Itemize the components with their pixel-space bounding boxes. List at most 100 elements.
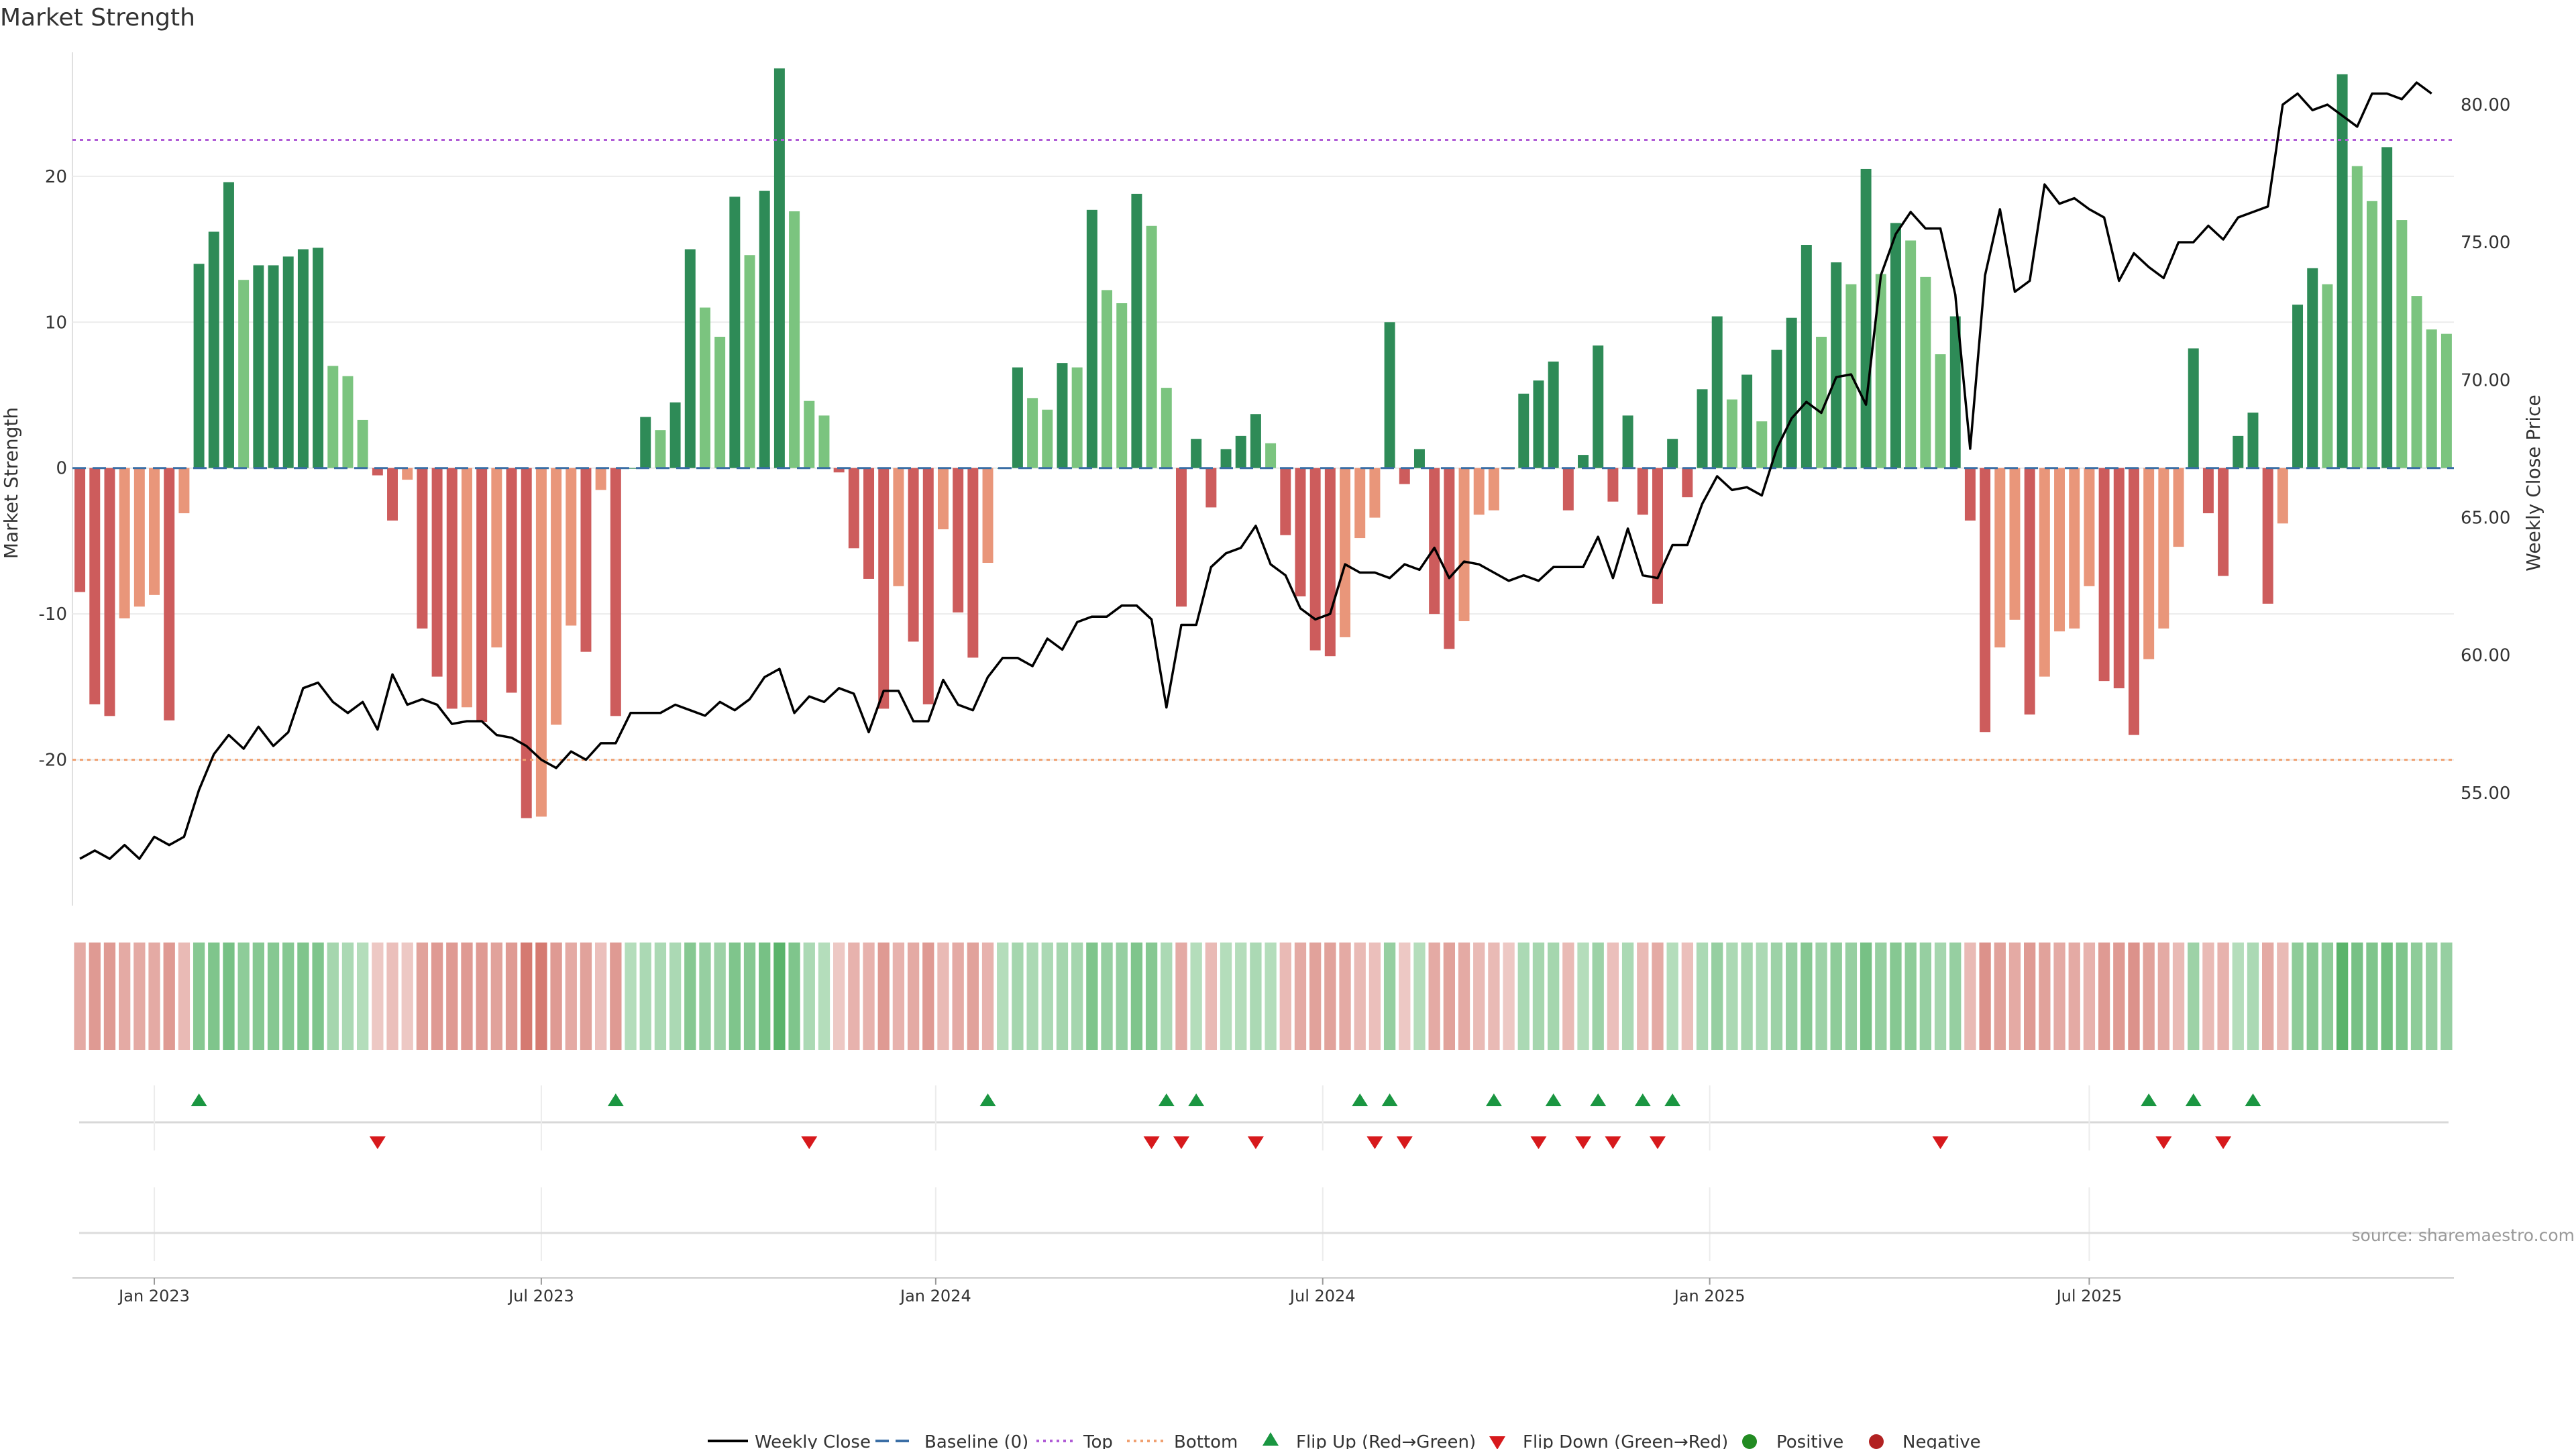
strength-bar — [2426, 329, 2437, 468]
x-tick-label: Jul 2023 — [507, 1287, 574, 1305]
y-axis-label: Market Strength — [0, 407, 22, 559]
strength-bar — [446, 468, 458, 709]
heat-strip-cell — [1845, 943, 1858, 1050]
x-tick-label: Jul 2024 — [1289, 1287, 1356, 1305]
strength-bar — [253, 265, 264, 468]
heat-strip-cell — [1994, 943, 2006, 1050]
y2-tick-label: 60.00 — [2461, 646, 2510, 666]
heat-strip-cell — [2098, 943, 2110, 1050]
strength-bar — [1146, 225, 1157, 468]
heat-strip-cell — [1890, 943, 1902, 1050]
legend-weekly-close[interactable]: Weekly Close — [708, 1432, 871, 1449]
heat-strip-cell — [505, 943, 518, 1050]
strength-bar — [1384, 322, 1395, 468]
legend-flip-up[interactable]: Flip Up (Red→Green) — [1263, 1432, 1476, 1449]
heat-strip-cell — [535, 943, 547, 1050]
strength-bar — [1027, 398, 1038, 468]
strength-bar — [714, 337, 726, 468]
heat-strip-cell — [103, 943, 116, 1050]
strength-bar — [119, 468, 130, 619]
heat-strip-cell — [1399, 943, 1411, 1050]
y-tick-label: -20 — [39, 751, 67, 771]
strength-bar — [74, 468, 86, 592]
heat-strip-cell — [208, 943, 220, 1050]
legend-bottom[interactable]: Bottom — [1127, 1432, 1238, 1449]
flip-up-marker — [607, 1093, 624, 1106]
heat-strip-cell — [580, 943, 592, 1050]
flip-markers — [191, 1093, 2261, 1149]
heat-strip-cell — [1473, 943, 1485, 1050]
strength-bar — [1816, 337, 1827, 468]
strength-bar — [372, 468, 383, 476]
strength-bar — [1250, 414, 1261, 468]
strength-bar — [878, 468, 890, 709]
legend-baseline[interactable]: Baseline (0) — [875, 1432, 1028, 1449]
strength-bar — [1622, 415, 1633, 468]
strength-bar — [164, 468, 175, 720]
strength-bar — [893, 468, 904, 586]
weekly-close-line — [79, 81, 2432, 860]
heat-strip-cell — [1383, 943, 1396, 1050]
strength-bar — [178, 468, 190, 514]
strength-bar — [2366, 201, 2377, 468]
strength-bar — [1637, 468, 1648, 515]
strength-bar — [1964, 468, 1976, 521]
y2-tick-label: 55.00 — [2461, 784, 2510, 804]
heat-strip-cell — [282, 943, 294, 1050]
strength-bar — [773, 68, 785, 468]
heat-strip-cell — [178, 943, 191, 1050]
heat-strip-cell — [1919, 943, 1931, 1050]
heat-strip-cell — [341, 943, 354, 1050]
heat-strip-cell — [521, 943, 533, 1050]
heat-strip-cell — [1101, 943, 1113, 1050]
legend-label: Negative — [1902, 1432, 1981, 1449]
y2-tick-label: 65.00 — [2461, 508, 2510, 528]
heat-strip-cell — [416, 943, 429, 1050]
strength-bar — [699, 307, 710, 468]
heat-strip-cell — [2366, 943, 2378, 1050]
heat-strip-cell — [1235, 943, 1247, 1050]
heat-strip-cell — [2128, 943, 2140, 1050]
legend-positive[interactable]: Positive — [1742, 1432, 1843, 1449]
heat-strip-cell — [1562, 943, 1574, 1050]
heat-strip-cell — [1979, 943, 1991, 1050]
heat-strip-cell — [1830, 943, 1842, 1050]
legend-flip-down[interactable]: Flip Down (Green→Red) — [1489, 1432, 1728, 1449]
strength-bar — [908, 468, 919, 642]
heat-strip-cell — [148, 943, 160, 1050]
legend-top[interactable]: Top — [1036, 1432, 1113, 1449]
heat-strip-cell — [2217, 943, 2229, 1050]
heat-strip-cell — [2336, 943, 2349, 1050]
heat-strip-cell — [2262, 943, 2274, 1050]
strength-bar — [551, 468, 562, 725]
heat-strip-cell — [550, 943, 562, 1050]
heat-strip-cell — [1130, 943, 1143, 1050]
strength-bar — [744, 255, 755, 468]
strength-bar — [431, 468, 443, 677]
strength-bar — [1860, 168, 1872, 468]
heat-strip-cell — [1354, 943, 1366, 1050]
heat-strip-cell — [1443, 943, 1455, 1050]
heat-strip-cell — [446, 943, 458, 1050]
heat-strip-cell — [833, 943, 845, 1050]
heat-strip-cell — [386, 943, 398, 1050]
strength-bar — [2143, 468, 2155, 659]
source-note: source: sharemaestro.com — [2352, 1226, 2575, 1245]
heat-strip-cell — [2381, 943, 2393, 1050]
heat-strip-cell — [1711, 943, 1723, 1050]
flip-up-marker — [1590, 1093, 1607, 1106]
heat-strip-cell — [1190, 943, 1202, 1050]
strength-bar — [1324, 468, 1336, 657]
flip-down-marker — [1366, 1136, 1383, 1149]
heat-strip-cell — [1488, 943, 1500, 1050]
strength-bar — [1786, 317, 1797, 468]
strength-bar — [2173, 468, 2184, 547]
strength-bar — [282, 256, 294, 468]
strength-bar — [1444, 468, 1455, 649]
heat-strip-cell — [818, 943, 830, 1050]
heat-strip-cell — [1696, 943, 1709, 1050]
strength-bar — [2337, 74, 2348, 468]
legend-negative[interactable]: Negative — [1869, 1432, 1981, 1449]
heat-strip-cell — [2143, 943, 2155, 1050]
strength-bar — [1488, 468, 1499, 511]
